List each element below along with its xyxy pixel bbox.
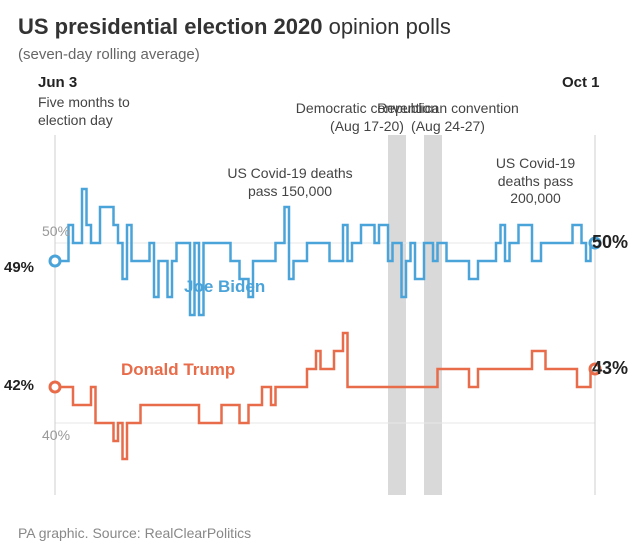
annotation-rep-convention-l1: Republican convention (377, 100, 519, 116)
biden-end-pct: 50% (592, 232, 628, 253)
note-five-months: Five months to election day (38, 94, 158, 129)
band-dem-convention (388, 135, 406, 495)
y-axis-label-40: 40% (42, 427, 70, 443)
series-biden-label: Joe Biden (184, 277, 265, 297)
plot-area (40, 135, 580, 495)
annotation-rep-convention: Republican convention (Aug 24-27) (363, 100, 533, 135)
series-biden-start-marker (50, 256, 60, 266)
annotation-rep-convention-l2: (Aug 24-27) (411, 118, 485, 134)
chart-footer: PA graphic. Source: RealClearPolitics (18, 525, 251, 541)
band-rep-convention (424, 135, 442, 495)
biden-start-pct: 49% (4, 259, 34, 276)
series-trump-start-marker (50, 382, 60, 392)
y-axis-label-50: 50% (42, 223, 70, 239)
trump-end-pct: 43% (592, 358, 628, 379)
series-trump-label: Donald Trump (121, 360, 235, 380)
chart-title-bold: US presidential election 2020 (18, 14, 322, 39)
chart-title-light: opinion polls (322, 14, 450, 39)
date-start-label: Jun 3 (38, 74, 77, 91)
chart-title: US presidential election 2020 opinion po… (18, 14, 451, 40)
series-biden-line (55, 189, 595, 315)
series-trump-line (55, 333, 595, 459)
date-end-label: Oct 1 (562, 74, 600, 91)
gridlines (55, 135, 595, 495)
chart-subtitle: (seven-day rolling average) (18, 46, 200, 63)
trump-start-pct: 42% (4, 377, 34, 394)
